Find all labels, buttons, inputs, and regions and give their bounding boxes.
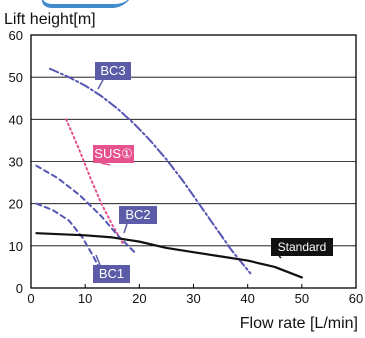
series-label-pointer	[123, 223, 128, 234]
y-tick-label-10: 10	[9, 239, 23, 254]
x-tick-label-50: 50	[295, 291, 309, 306]
y-tick-label-40: 40	[9, 112, 23, 127]
series-label-pointer	[278, 255, 282, 259]
series-line-bc3	[48, 67, 252, 275]
x-tick-label-0: 0	[27, 291, 34, 306]
series-label-bc1: BC1	[93, 254, 130, 283]
series-label-pointer	[95, 254, 101, 266]
series-label-text: BC3	[100, 63, 125, 78]
series-line-sus-	[65, 118, 125, 245]
top-cropped-decoration	[37, 0, 133, 8]
series-layer	[35, 67, 303, 279]
x-tick-label-60: 60	[349, 291, 363, 306]
series-label-pointer	[100, 162, 111, 166]
series-label-box	[93, 265, 130, 283]
x-tick-label-10: 10	[78, 291, 92, 306]
grid-layer	[31, 34, 356, 247]
series-line-standard	[35, 232, 303, 279]
series-label-sus-: SUS①	[93, 145, 134, 166]
series-label-box	[119, 206, 157, 224]
series-label-pointer	[97, 79, 104, 90]
x-tick-label-20: 20	[132, 291, 146, 306]
series-label-text: BC2	[125, 207, 150, 222]
series-line-bc1	[35, 202, 100, 268]
series-label-layer: BC3 SUS① BC2 BC1 Standard	[93, 62, 333, 283]
series-label-text: BC1	[99, 266, 124, 281]
series-label-bc3: BC3	[95, 62, 131, 90]
series-label-text: SUS①	[94, 146, 132, 161]
y-tick-label-0: 0	[16, 281, 23, 296]
x-tick-label-30: 30	[186, 291, 200, 306]
y-tick-label-20: 20	[9, 197, 23, 212]
x-axis-label: Flow rate [L/min]	[240, 315, 358, 332]
x-tick-label-40: 40	[240, 291, 254, 306]
y-tick-label-30: 30	[9, 155, 23, 170]
series-label-box	[271, 238, 333, 256]
y-axis-label: Lift height[m]	[4, 11, 96, 28]
axis-layer: 0 10 20 30 40 50 60 0 10 20 30 40 50 60	[9, 28, 364, 306]
series-label-standard: Standard	[271, 238, 333, 259]
series-label-box	[93, 145, 134, 163]
y-tick-label-60: 60	[9, 28, 23, 43]
y-tick-label-50: 50	[9, 70, 23, 85]
plot-frame	[30, 34, 357, 289]
series-label-text: Standard	[278, 240, 327, 254]
series-label-box	[95, 62, 131, 80]
series-label-bc2: BC2	[119, 206, 157, 234]
